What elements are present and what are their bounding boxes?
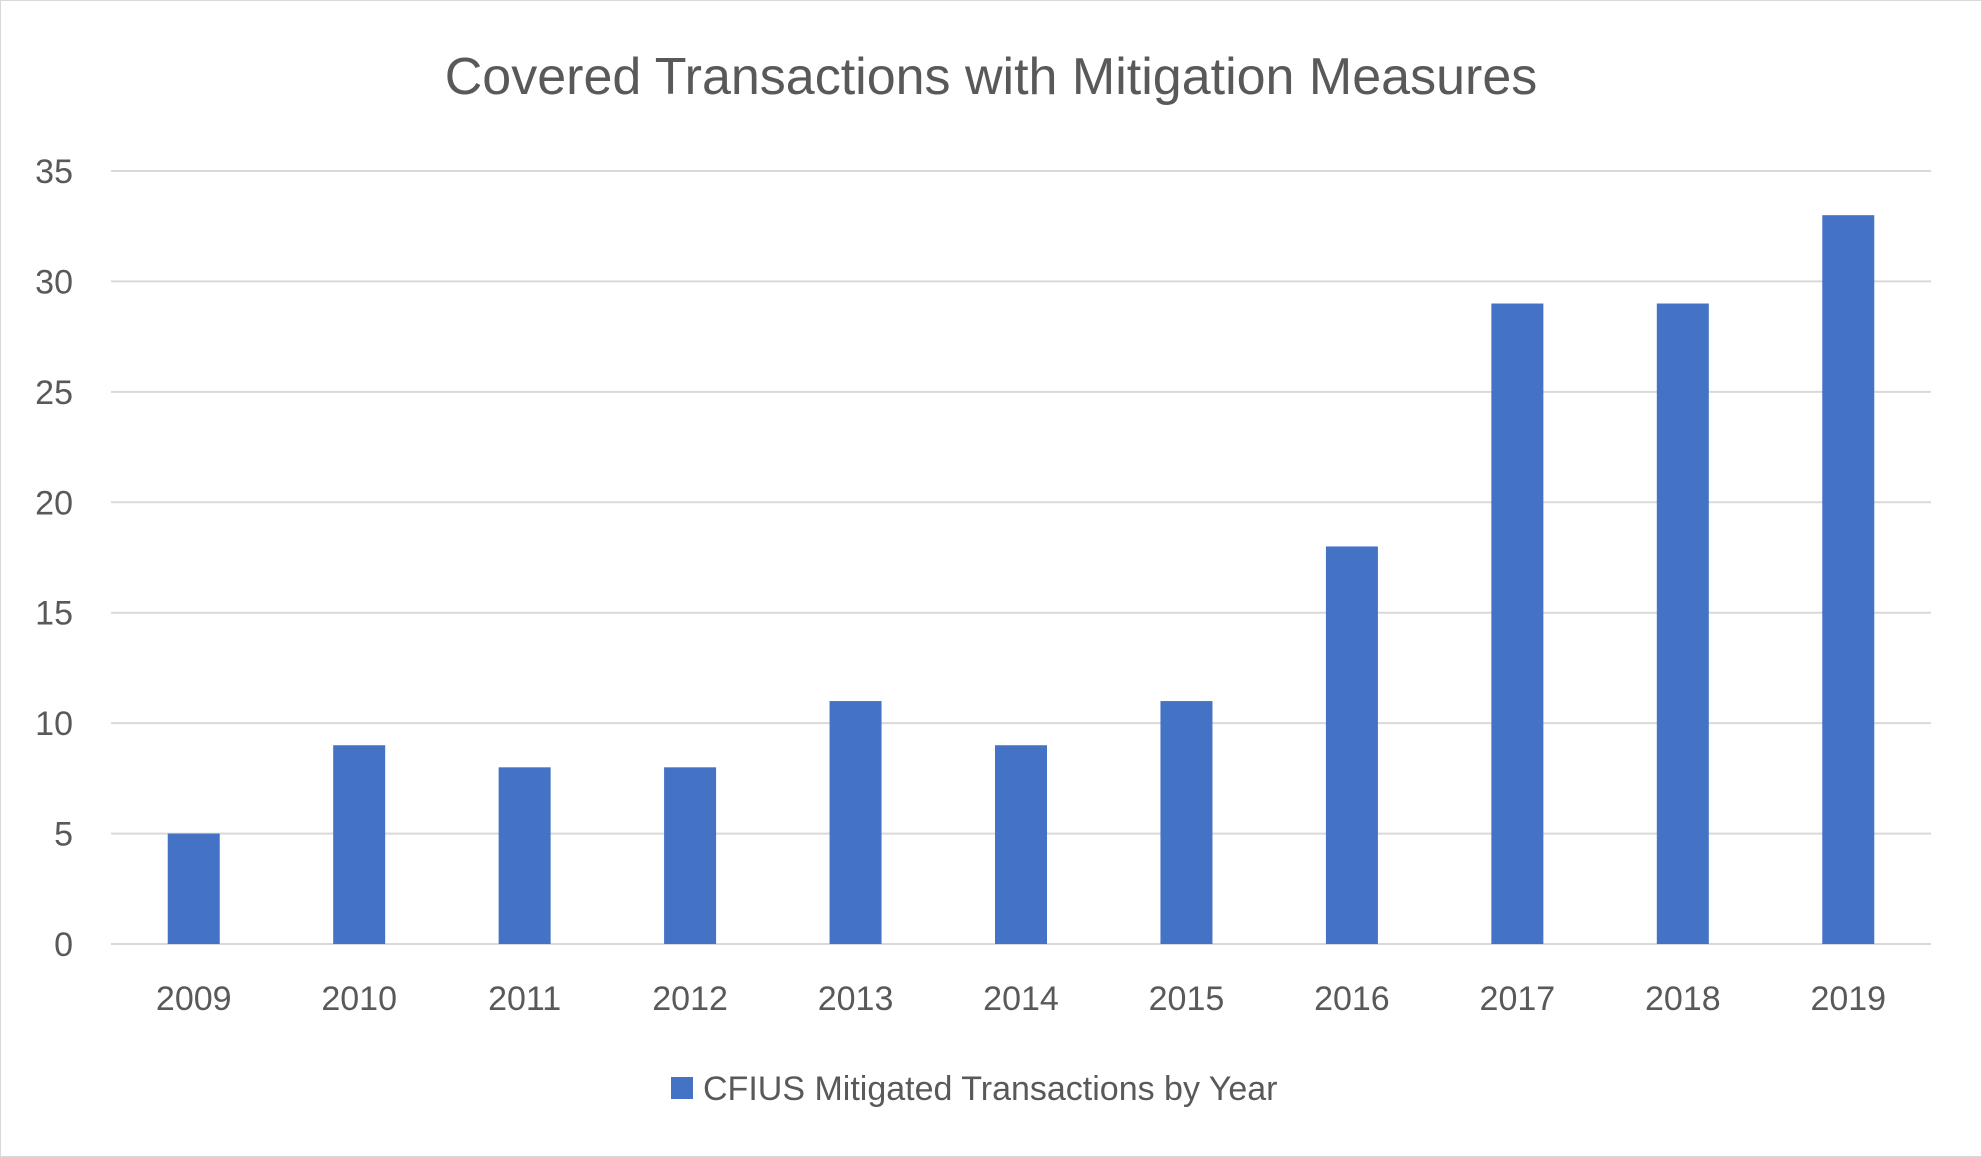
x-tick-label: 2017 bbox=[1480, 980, 1556, 1018]
y-tick-label: 0 bbox=[54, 926, 73, 964]
x-tick-label: 2018 bbox=[1645, 980, 1721, 1018]
bar-2011[interactable] bbox=[498, 767, 551, 944]
y-axis-ticks: 0 5 10 15 20 25 30 35 bbox=[35, 153, 73, 964]
gridlines bbox=[111, 170, 1931, 945]
bar-2016[interactable] bbox=[1325, 546, 1378, 944]
bar-2012[interactable] bbox=[664, 767, 717, 944]
x-axis-ticks: 2009 2010 2011 2012 2013 2014 2015 2016 2017 2018… bbox=[156, 980, 1886, 1018]
bar-2013[interactable] bbox=[829, 701, 882, 944]
x-tick-label: 2015 bbox=[1149, 980, 1225, 1018]
bar-2015[interactable] bbox=[1160, 701, 1213, 944]
x-tick-label: 2009 bbox=[156, 980, 232, 1018]
bars bbox=[167, 215, 1875, 944]
x-tick-label: 2013 bbox=[818, 980, 894, 1018]
bar-2017[interactable] bbox=[1491, 303, 1544, 944]
x-tick-label: 2011 bbox=[488, 980, 561, 1018]
y-tick-label: 35 bbox=[35, 153, 73, 191]
bar-2019[interactable] bbox=[1822, 215, 1875, 944]
y-tick-label: 25 bbox=[35, 374, 73, 412]
bar-2018[interactable] bbox=[1656, 303, 1709, 944]
x-tick-label: 2012 bbox=[652, 980, 728, 1018]
legend-swatch bbox=[671, 1077, 693, 1099]
x-tick-label: 2014 bbox=[983, 980, 1059, 1018]
y-tick-label: 5 bbox=[54, 816, 73, 854]
bar-2010[interactable] bbox=[333, 745, 386, 944]
y-tick-label: 30 bbox=[35, 263, 73, 301]
legend-label: CFIUS Mitigated Transactions by Year bbox=[703, 1070, 1278, 1108]
y-tick-label: 15 bbox=[35, 595, 73, 633]
legend[interactable]: CFIUS Mitigated Transactions by Year bbox=[671, 1070, 1278, 1108]
x-tick-label: 2016 bbox=[1314, 980, 1390, 1018]
x-tick-label: 2019 bbox=[1810, 980, 1886, 1018]
x-tick-label: 2010 bbox=[321, 980, 397, 1018]
bar-2009[interactable] bbox=[167, 833, 220, 944]
y-tick-label: 20 bbox=[35, 484, 73, 522]
y-tick-label: 10 bbox=[35, 705, 73, 743]
chart-title: Covered Transactions with Mitigation Mea… bbox=[445, 48, 1537, 106]
bar-2014[interactable] bbox=[995, 745, 1047, 944]
